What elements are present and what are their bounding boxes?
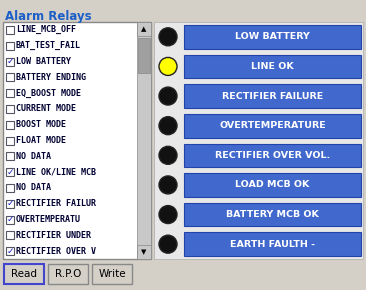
Circle shape: [159, 176, 177, 194]
Circle shape: [159, 57, 177, 75]
Text: LOW BATTERY: LOW BATTERY: [235, 32, 310, 41]
Text: RECTIFIER OVER VOL.: RECTIFIER OVER VOL.: [215, 151, 330, 160]
Bar: [137, 245, 151, 259]
Text: ▲: ▲: [141, 26, 147, 32]
Bar: [137, 22, 151, 259]
Bar: [184, 84, 361, 108]
Text: LINE OK: LINE OK: [251, 62, 294, 71]
Circle shape: [159, 28, 177, 46]
Text: OVERTEMPERATURE: OVERTEMPERATURE: [219, 121, 326, 130]
Bar: [6, 200, 14, 208]
Circle shape: [159, 235, 177, 253]
Text: BATTERY MCB OK: BATTERY MCB OK: [226, 210, 319, 219]
Bar: [3, 22, 151, 259]
Text: NO DATA: NO DATA: [16, 152, 51, 161]
Text: R.P.O: R.P.O: [55, 269, 81, 279]
Bar: [4, 264, 44, 284]
Text: ✓: ✓: [6, 199, 14, 208]
Bar: [92, 264, 132, 284]
Text: BAT_TEST_FAIL: BAT_TEST_FAIL: [16, 41, 81, 50]
Text: RECTIFIER OVER V: RECTIFIER OVER V: [16, 246, 96, 255]
Text: LOAD MCB OK: LOAD MCB OK: [235, 180, 310, 189]
Bar: [6, 152, 14, 160]
Text: Read: Read: [11, 269, 37, 279]
Bar: [184, 25, 361, 49]
Bar: [184, 55, 361, 78]
Text: LINE OK/LINE MCB: LINE OK/LINE MCB: [16, 168, 96, 177]
Bar: [6, 184, 14, 192]
Bar: [184, 232, 361, 256]
Text: LOW BATTERY: LOW BATTERY: [16, 57, 71, 66]
Bar: [6, 26, 14, 34]
Text: OVERTEMPERATU: OVERTEMPERATU: [16, 215, 81, 224]
Bar: [184, 114, 361, 137]
Bar: [6, 231, 14, 239]
Text: Write: Write: [98, 269, 126, 279]
Text: CURRENT MODE: CURRENT MODE: [16, 104, 76, 113]
Bar: [184, 144, 361, 167]
Text: ✓: ✓: [6, 57, 14, 66]
Bar: [184, 173, 361, 197]
Bar: [6, 42, 14, 50]
Circle shape: [159, 87, 177, 105]
Bar: [6, 168, 14, 176]
Bar: [184, 203, 361, 226]
Bar: [138, 38, 150, 73]
Bar: [6, 89, 14, 97]
Text: ▼: ▼: [141, 249, 147, 255]
Circle shape: [159, 117, 177, 135]
Bar: [6, 105, 14, 113]
Text: ✓: ✓: [6, 246, 14, 255]
Text: ✓: ✓: [6, 215, 14, 224]
Text: RECTIFIER FAILUR: RECTIFIER FAILUR: [16, 199, 96, 208]
Text: EARTH FAULTH -: EARTH FAULTH -: [230, 240, 315, 249]
Circle shape: [159, 146, 177, 164]
Bar: [6, 57, 14, 66]
Bar: [6, 215, 14, 224]
Text: ✓: ✓: [6, 168, 14, 177]
Text: RECTIFIER FAILURE: RECTIFIER FAILURE: [222, 92, 323, 101]
Text: FLOAT MODE: FLOAT MODE: [16, 136, 66, 145]
Bar: [6, 73, 14, 81]
Text: BATTERY ENDING: BATTERY ENDING: [16, 73, 86, 82]
Bar: [48, 264, 88, 284]
Text: EQ_BOOST MODE: EQ_BOOST MODE: [16, 88, 81, 98]
Circle shape: [159, 206, 177, 224]
Bar: [137, 22, 151, 36]
Text: BOOST MODE: BOOST MODE: [16, 120, 66, 129]
Bar: [6, 121, 14, 129]
Text: LINE_MCB_OFF: LINE_MCB_OFF: [16, 25, 76, 35]
Text: RECTIFIER UNDER: RECTIFIER UNDER: [16, 231, 91, 240]
Text: Alarm Relays: Alarm Relays: [5, 10, 91, 23]
Bar: [154, 22, 363, 259]
Bar: [6, 247, 14, 255]
Text: NO DATA: NO DATA: [16, 183, 51, 192]
Bar: [6, 137, 14, 144]
